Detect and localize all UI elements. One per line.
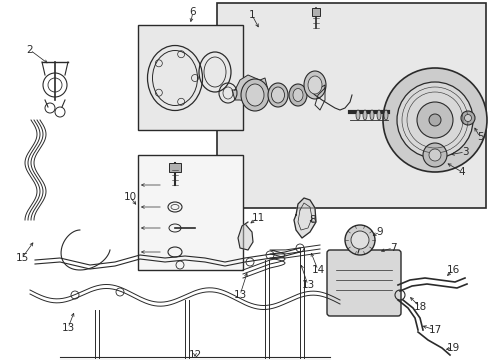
Circle shape [396,82,472,158]
Polygon shape [293,198,315,238]
Text: 5: 5 [476,132,482,142]
Circle shape [350,231,368,249]
Text: 11: 11 [251,213,264,223]
Circle shape [422,143,446,167]
Ellipse shape [355,110,359,120]
Circle shape [428,114,440,126]
Text: 14: 14 [311,265,324,275]
FancyBboxPatch shape [326,250,400,316]
Circle shape [416,102,452,138]
Text: 12: 12 [188,350,201,360]
Circle shape [382,68,486,172]
Circle shape [345,225,374,255]
Circle shape [428,149,440,161]
Bar [217,3,485,208]
Text: 15: 15 [15,253,29,263]
Ellipse shape [383,110,387,120]
Circle shape [464,114,470,122]
Text: 3: 3 [461,147,468,157]
Text: 10: 10 [123,192,136,202]
Ellipse shape [307,76,321,94]
Text: 13: 13 [61,323,75,333]
Ellipse shape [288,84,306,106]
Polygon shape [238,222,252,250]
Ellipse shape [376,110,380,120]
Ellipse shape [292,89,303,102]
Text: 8: 8 [309,215,316,225]
Text: 7: 7 [389,243,395,253]
Circle shape [460,111,474,125]
Ellipse shape [245,84,264,106]
Ellipse shape [241,79,268,111]
Text: 2: 2 [27,45,33,55]
Text: 9: 9 [376,227,383,237]
Bar [138,155,243,270]
Ellipse shape [271,87,284,103]
Text: 6: 6 [189,7,196,17]
Ellipse shape [267,83,287,107]
Bar [169,163,181,172]
Text: 13: 13 [301,280,314,290]
Polygon shape [231,75,267,102]
Text: 4: 4 [458,167,465,177]
Ellipse shape [304,71,325,99]
Text: 18: 18 [412,302,426,312]
Text: 17: 17 [427,325,441,335]
Text: 19: 19 [446,343,459,353]
Ellipse shape [362,110,366,120]
Text: 1: 1 [248,10,255,20]
Text: 13: 13 [233,290,246,300]
Bar [138,25,243,130]
Text: 16: 16 [446,265,459,275]
Ellipse shape [369,110,373,120]
Bar [311,8,319,16]
